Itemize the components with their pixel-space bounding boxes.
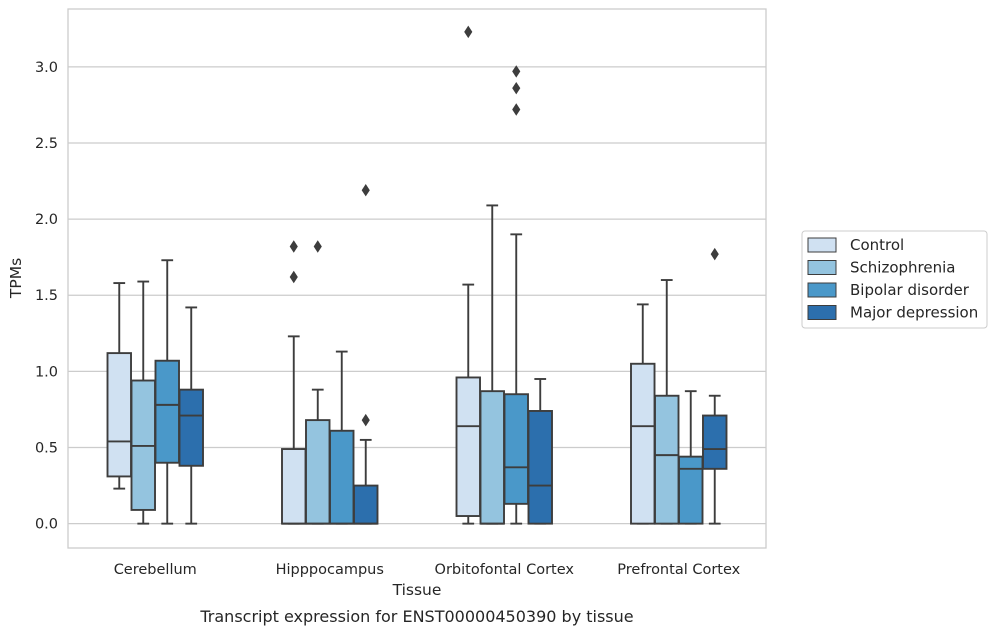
box-iqr <box>527 410 553 525</box>
box-iqr <box>329 429 355 525</box>
y-tick-labels: 0.0 0.5 1.0 1.5 2.0 2.5 3.0 <box>35 60 58 533</box>
legend-label-control: Control <box>850 236 904 254</box>
box-iqr <box>154 359 180 464</box>
box-hipppocampus-major-depression <box>353 183 379 525</box>
legend-label-major-depression: Major depression <box>850 304 978 322</box>
box-group-orbitofontal-cortex <box>455 25 553 525</box>
box-iqr <box>178 388 204 467</box>
legend-swatch-schizophrenia <box>807 260 837 275</box>
box-hipppocampus-schizophrenia <box>305 240 331 525</box>
legend: Control Schizophrenia Bipolar disorder Majo… <box>801 230 988 329</box>
y-tick-label-4: 2.0 <box>35 212 58 228</box>
box-prefrontal-cortex-schizophrenia <box>654 279 680 525</box>
outlier-point-0 <box>512 103 521 116</box>
outlier-point-1 <box>361 183 370 197</box>
chart-caption: Transcript expression for ENST0000045039… <box>199 607 633 626</box>
legend-swatch-bipolar-disorder <box>807 282 837 298</box>
box-iqr <box>281 448 307 525</box>
x-tick-labels: Cerebellum Hipppocampus Orbitofontal Corte… <box>114 562 741 578</box>
plot-frame <box>67 8 767 549</box>
box-cerebellum-control <box>106 282 132 490</box>
y-tick-label-0: 0.0 <box>35 517 58 533</box>
y-tick-label-5: 2.5 <box>35 136 58 152</box>
outlier-point-0 <box>289 270 298 284</box>
outlier-point-2 <box>512 65 521 78</box>
box-iqr <box>455 376 481 517</box>
box-iqr <box>654 394 680 525</box>
box-hipppocampus-control <box>281 240 307 525</box>
box-cerebellum-major-depression <box>178 306 204 525</box>
box-orbitofontal-cortex-schizophrenia <box>479 204 505 525</box>
x-tick-label-orbitofontal-cortex: Orbitofontal Cortex <box>435 562 575 578</box>
x-tick-label-prefrontal-cortex: Prefrontal Cortex <box>617 562 740 578</box>
x-tick-label-hipppocampus: Hipppocampus <box>276 562 384 578</box>
box-iqr <box>678 455 704 525</box>
x-tick-label-cerebellum: Cerebellum <box>114 562 197 578</box>
outlier-point-0 <box>464 25 473 39</box>
x-axis-label: Tissue <box>392 581 442 599</box>
y-axis-label: TPMs <box>7 258 25 299</box>
box-iqr <box>106 352 132 478</box>
outlier-point-0 <box>361 413 370 427</box>
box-hipppocampus-bipolar-disorder <box>329 350 355 525</box>
box-iqr <box>503 393 529 505</box>
y-tick-label-2: 1.0 <box>35 364 58 380</box>
legend-label-bipolar-disorder: Bipolar disorder <box>850 281 970 299</box>
box-orbitofontal-cortex-control <box>455 25 481 525</box>
box-orbitofontal-cortex-major-depression <box>527 378 553 525</box>
box-cerebellum-schizophrenia <box>130 280 156 525</box>
box-prefrontal-cortex-bipolar-disorder <box>678 390 704 525</box>
box-iqr <box>353 484 379 525</box>
outlier-point-0 <box>313 240 322 253</box>
legend-swatch-major-depression <box>807 305 837 320</box>
y-tick-label-3: 1.5 <box>35 288 58 304</box>
box-prefrontal-cortex-major-depression <box>702 247 728 525</box>
legend-swatch-control <box>807 237 837 253</box>
box-iqr <box>630 362 656 525</box>
outlier-point-1 <box>289 240 298 253</box>
box-group-prefrontal-cortex <box>630 247 728 525</box>
box-iqr <box>479 390 505 525</box>
y-tick-label-1: 0.5 <box>35 441 58 457</box>
legend-label-schizophrenia: Schizophrenia <box>850 259 955 277</box>
outlier-point-0 <box>710 247 719 261</box>
box-group-hipppocampus <box>281 183 379 525</box>
box-cerebellum-bipolar-disorder <box>154 259 180 525</box>
outlier-point-1 <box>512 81 521 95</box>
box-groups <box>106 25 728 525</box>
y-tick-label-6: 3.0 <box>35 60 58 76</box>
legend-frame <box>801 230 988 329</box>
box-group-cerebellum <box>106 259 204 525</box>
box-iqr <box>702 414 728 470</box>
box-iqr <box>305 419 331 525</box>
box-prefrontal-cortex-control <box>630 303 656 525</box>
